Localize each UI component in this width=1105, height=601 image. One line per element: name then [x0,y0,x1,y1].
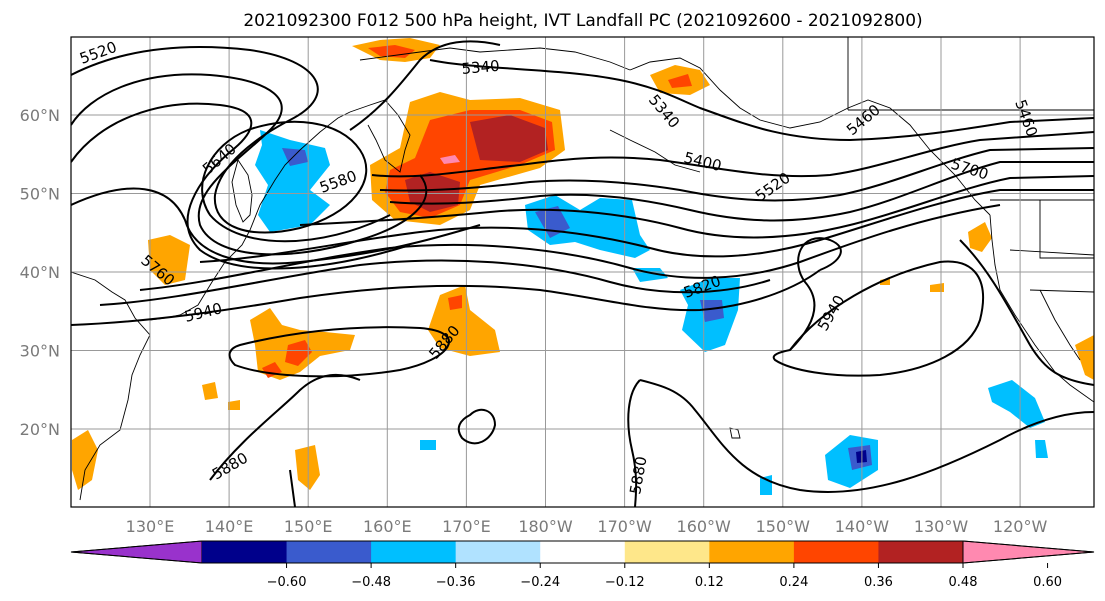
colorbar-tick-label: 0.48 [949,575,978,590]
height-contour [199,189,1094,263]
colorbar-segment [793,541,879,563]
colorbar-tick-label: 0.36 [864,575,893,590]
latitude-tick-label: 20°N [20,420,60,439]
latitude-tick-label: 30°N [20,342,60,361]
longitude-tick-label: 180°W [518,517,573,536]
ivt-negative-area [255,130,330,232]
coastline [990,199,1094,259]
colorbar-segment [371,541,457,563]
longitude-tick-label: 130°W [914,517,969,536]
coastline [629,57,991,216]
latitude-axis: 20°N 30°N 40°N 50°N 60°N [20,106,60,439]
colorbar: −0.60 −0.48 −0.36 −0.24 −0.12 0.12 0.24 0.36 0.4… [70,540,1095,590]
coastline [1009,249,1094,293]
ivt-negative-area [535,206,570,238]
height-contour [429,59,1094,142]
ivt-positive-area [405,115,548,212]
colorbar-tick-label: −0.24 [520,575,560,590]
height-contour [349,40,501,131]
graticule-layer [71,37,1094,507]
height-contour [959,239,1094,386]
height-contour [457,408,497,445]
colorbar-tick-label: −0.36 [436,575,476,590]
map-frame [70,36,1095,508]
height-contour [299,175,1094,239]
coastline [71,271,151,501]
longitude-tick-label: 140°W [835,517,890,536]
contour-label: 5340 [461,57,501,78]
ivt-positive-area [202,382,240,410]
coastline [609,129,701,173]
colorbar-tick-label: 0.24 [779,575,808,590]
height-contour [71,46,391,243]
longitude-tick-label: 150°E [284,517,333,536]
coastline [359,47,631,71]
height-contour [371,131,1094,178]
coastline-layer [71,37,1094,501]
height-contour [228,326,450,378]
ivt-positive-area [428,285,500,356]
ivt-positive-area [368,45,415,58]
colorbar-segment [540,541,626,563]
longitude-tick-label: 170°W [597,517,652,536]
coastline [1039,289,1081,361]
colorbar-tick-label: 0.60 [1033,575,1062,590]
colorbar-segment [624,541,710,563]
height-contour [772,260,985,377]
ivt-negative-area [1035,440,1048,458]
colorbar-segment [286,541,372,563]
longitude-tick-label: 150°W [756,517,811,536]
chart-title: 2021092300 F012 500 hPa height, IVT Land… [243,11,922,31]
colorbar-extend-low [70,540,203,564]
ivt-positive-area [72,430,98,490]
colorbar-tick-label: −0.12 [605,575,645,590]
coastline [989,214,1094,403]
colorbar-segment [709,541,795,563]
coastline [349,99,411,173]
colorbar-tick-label: −0.48 [351,575,391,590]
colorbar-segment [202,541,288,563]
height-contour [71,269,821,326]
longitude-tick-label: 120°W [993,517,1048,536]
height-contour [379,147,1094,202]
ivt-negative-area [988,380,1045,428]
colorbar-outline [70,540,1095,564]
ivt-positive-area [668,74,692,88]
height-contour [139,204,1001,291]
longitude-tick-label: 160°W [677,517,732,536]
coastline [847,37,1094,111]
height-contour [71,73,428,256]
longitude-tick-label: 160°E [363,517,412,536]
colorbar-extend-high [962,540,1095,564]
coastline [149,111,351,321]
colorbar-tick-label: −0.60 [267,575,307,590]
latitude-tick-label: 50°N [20,185,60,204]
height-contour [99,259,771,306]
longitude-tick-label: 140°E [205,517,254,536]
longitude-axis: 130°E 140°E 150°E 160°E 170°E 180°W 170°W 160°W… [126,517,1048,536]
latitude-tick-label: 40°N [20,263,60,282]
longitude-tick-label: 170°E [442,517,491,536]
ivt-negative-area [700,300,724,322]
colorbar-segment [878,541,964,563]
longitude-tick-label: 130°E [126,517,175,536]
coastline [231,158,253,223]
height-contour [789,237,842,351]
height-contour [639,379,1094,493]
ivt-positive-area [968,222,992,252]
colorbar-tick-label: 0.12 [695,575,724,590]
height-contour [209,373,361,507]
ivt-positive-area [448,295,462,310]
ivt-positive-area [262,340,312,378]
ivt-positive-area [295,445,320,490]
ivt-positive-area [1075,335,1094,380]
colorbar-segment [455,541,541,563]
latitude-tick-label: 60°N [20,106,60,125]
height-contour-layer [71,40,1094,507]
height-contour [389,161,1094,222]
ivt-positive-area [440,155,460,164]
height-contour [627,379,641,507]
